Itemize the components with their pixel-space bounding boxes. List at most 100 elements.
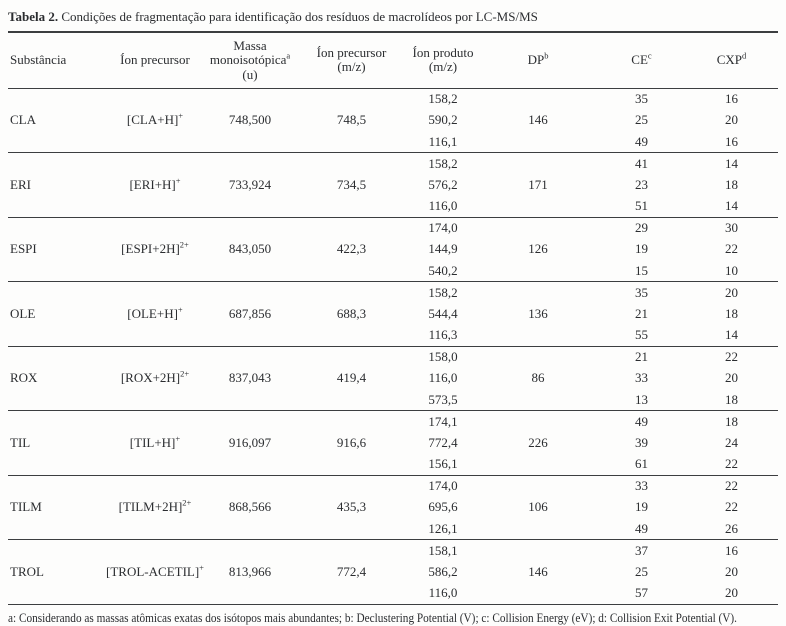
spacer-cell — [105, 217, 205, 239]
ce-cell: 13 — [635, 391, 648, 407]
precursor-ion-cell: [ERI+H]+ — [129, 175, 181, 192]
spacer-cell — [478, 282, 598, 304]
spacer-cell — [478, 518, 598, 540]
product-ion-cell: 772,4 — [428, 434, 458, 450]
cxp-cell: 18 — [725, 305, 738, 321]
spacer-cell — [105, 411, 205, 433]
spacer-cell — [105, 282, 205, 304]
substance-group: 158,2 35 20 OLE [OLE+H]+ 687,856 688,3 5… — [8, 282, 778, 347]
spacer-cell — [105, 540, 205, 562]
col-header-massa-monoisotopica: Massa monoisotópicaa (u) — [205, 32, 295, 89]
spacer-cell — [105, 153, 205, 175]
substance-name-cell: CLA — [10, 112, 36, 128]
spacer-cell — [295, 475, 408, 497]
spacer-cell — [8, 88, 105, 110]
cxp-cell: 22 — [725, 478, 738, 493]
transition-row-1: 158,1 37 16 — [8, 540, 778, 562]
substance-name-cell: ROX — [10, 370, 38, 386]
cxp-cell: 14 — [725, 155, 738, 171]
precursor-mz-cell: 688,3 — [336, 305, 367, 321]
precursor-mz-cell: 772,4 — [336, 563, 367, 579]
spacer-cell — [205, 282, 295, 304]
ce-cell: 19 — [635, 499, 648, 515]
table-caption-label: Tabela 2. — [8, 9, 59, 24]
precursor-ion-cell: [TILM+2H]2+ — [118, 497, 192, 515]
spacer-cell — [8, 389, 105, 411]
product-ion-cell: 544,4 — [428, 305, 458, 321]
precursor-mz-cell: 435,3 — [336, 499, 367, 515]
ion-charge-superscript: + — [199, 562, 204, 573]
precursor-mz-cell: 748,5 — [336, 112, 367, 128]
spacer-cell — [105, 583, 205, 605]
monoisotopic-mass-cell: 748,500 — [228, 112, 272, 128]
spacer-cell — [205, 475, 295, 497]
ce-cell: 33 — [635, 478, 648, 493]
cxp-cell: 16 — [725, 542, 738, 558]
monoisotopic-mass-cell: 843,050 — [228, 241, 272, 257]
spacer-cell — [295, 389, 408, 411]
spacer-cell — [8, 411, 105, 433]
spacer-cell — [295, 196, 408, 218]
ce-cell: 51 — [635, 198, 648, 213]
spacer-cell — [205, 389, 295, 411]
spacer-cell — [8, 346, 105, 368]
ion-charge-superscript: 2+ — [179, 239, 189, 250]
spacer-cell — [478, 475, 598, 497]
cxp-cell: 14 — [725, 327, 738, 342]
substance-group: 158,0 21 22 ROX [ROX+2H]2+ 837,043 419,4… — [8, 346, 778, 411]
precursor-mz-cell: 734,5 — [336, 176, 367, 192]
product-ion-cell: 158,2 — [428, 91, 458, 106]
cxp-cell: 20 — [725, 370, 738, 386]
col-header-dp: DPb — [478, 32, 598, 89]
transition-row-1: 158,2 35 20 — [8, 282, 778, 304]
cxp-cell: 22 — [725, 499, 738, 515]
table-footnote: a: Considerando as massas atômicas exata… — [8, 610, 738, 625]
spacer-cell — [478, 217, 598, 239]
spacer-cell — [295, 260, 408, 282]
ion-charge-superscript: + — [175, 433, 181, 444]
ce-cell: 35 — [635, 284, 648, 300]
ion-charge-superscript: + — [178, 110, 184, 121]
product-ion-cell: 116,0 — [428, 198, 458, 213]
ce-cell: 49 — [635, 520, 648, 536]
col-header-cxp: CXPd — [685, 32, 778, 89]
transition-row-2: TILM [TILM+2H]2+ 868,566 435,3 695,6 106… — [8, 497, 778, 519]
spacer-cell — [295, 411, 408, 433]
ce-cell: 25 — [635, 563, 648, 579]
table-caption: Tabela 2. Condições de fragmentação para… — [8, 6, 778, 31]
spacer-cell — [105, 475, 205, 497]
cxp-cell: 20 — [725, 112, 738, 128]
spacer-cell — [295, 454, 408, 476]
spacer-cell — [8, 153, 105, 175]
ce-cell: 25 — [635, 112, 648, 128]
spacer-cell — [295, 153, 408, 175]
spacer-cell — [295, 583, 408, 605]
product-ion-cell: 174,0 — [428, 478, 458, 493]
transition-row-2: ESPI [ESPI+2H]2+ 843,050 422,3 144,9 126… — [8, 239, 778, 261]
monoisotopic-mass-cell: 733,924 — [228, 176, 272, 192]
transition-row-2: OLE [OLE+H]+ 687,856 688,3 544,4 136 21 … — [8, 303, 778, 325]
transition-row-3: 116,0 57 20 — [8, 583, 778, 605]
cxp-cell: 22 — [725, 349, 738, 364]
transition-row-3: 116,0 51 14 — [8, 196, 778, 218]
spacer-cell — [478, 411, 598, 433]
product-ion-cell: 156,1 — [428, 456, 458, 471]
spacer-cell — [8, 196, 105, 218]
substance-name-cell: OLE — [10, 305, 36, 321]
product-ion-cell: 573,5 — [428, 391, 458, 407]
product-ion-cell: 116,3 — [428, 327, 458, 342]
dp-cell: 171 — [528, 176, 548, 192]
substance-group: 174,0 29 30 ESPI [ESPI+2H]2+ 843,050 422… — [8, 217, 778, 282]
transition-row-3: 126,1 49 26 — [8, 518, 778, 540]
spacer-cell — [478, 196, 598, 218]
precursor-ion-cell: [OLE+H]+ — [127, 304, 183, 321]
cxp-cell: 18 — [725, 176, 738, 192]
transition-row-1: 174,1 49 18 — [8, 411, 778, 433]
spacer-cell — [8, 325, 105, 347]
cxp-cell: 18 — [725, 413, 738, 429]
spacer-cell — [105, 88, 205, 110]
footnote-marker-d: d — [742, 50, 747, 61]
dp-cell: 136 — [528, 305, 548, 321]
spacer-cell — [478, 325, 598, 347]
dp-cell: 146 — [528, 112, 548, 128]
